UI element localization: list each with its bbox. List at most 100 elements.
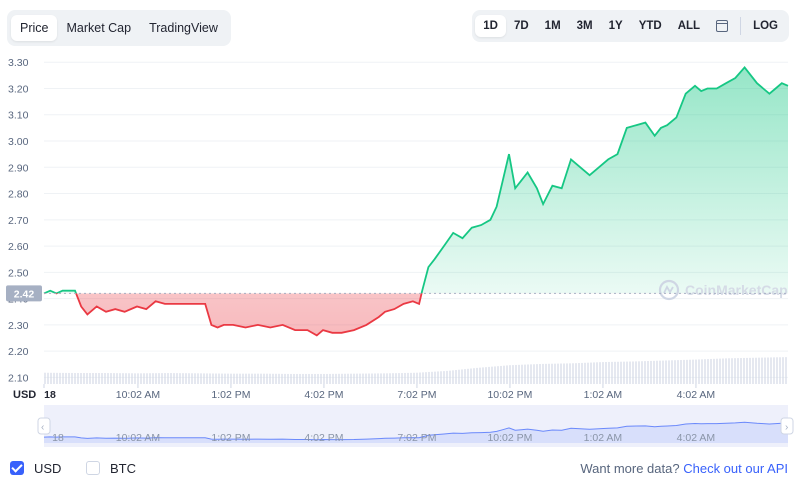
volume-bar	[530, 364, 532, 384]
tab-price[interactable]: Price	[11, 15, 58, 41]
range-7d[interactable]: 7D	[513, 20, 529, 32]
volume-bar	[443, 371, 445, 384]
volume-bar	[764, 357, 766, 384]
range-1y[interactable]: 1Y	[608, 20, 623, 32]
volume-bar	[575, 363, 577, 384]
volume-bar	[692, 359, 694, 384]
volume-bar	[785, 357, 787, 384]
price-line	[43, 65, 789, 337]
tab-market-cap[interactable]: Market Cap	[66, 21, 132, 35]
volume-bar	[260, 373, 262, 384]
volume-bar	[113, 373, 115, 384]
range-all[interactable]: ALL	[677, 20, 701, 32]
volume-bar	[503, 365, 505, 384]
y-tick-label: 2.20	[8, 346, 29, 358]
volume-bar	[599, 362, 601, 384]
volume-bar	[689, 359, 691, 384]
volume-bar	[212, 373, 214, 384]
api-link[interactable]: Check out our API	[683, 461, 788, 476]
volume-bar	[479, 367, 481, 384]
range-1m[interactable]: 1M	[544, 20, 561, 32]
volume-bar	[704, 359, 706, 384]
volume-bar	[524, 364, 526, 384]
navigator-right-handle[interactable]	[780, 417, 794, 435]
volume-bar	[257, 373, 259, 384]
volume-bar	[356, 373, 358, 384]
api-promo-text: Want more data?	[580, 461, 680, 476]
volume-bar	[611, 361, 613, 384]
volume-bar	[290, 373, 292, 384]
volume-bar	[134, 373, 136, 384]
volume-bar	[224, 373, 226, 384]
chevron-right-icon: ›	[785, 422, 788, 433]
y-tick-label: 2.70	[8, 215, 29, 227]
volume-bar	[362, 373, 364, 384]
volume-bar	[92, 373, 94, 384]
volume-bar	[509, 365, 511, 384]
range-1d[interactable]: 1D	[475, 15, 506, 37]
volume-bar	[698, 359, 700, 384]
range-navigator[interactable]: 18 10:02 AM 1:02 PM 4:02 PM 7:02 PM 10:02 PM 1…	[37, 405, 794, 447]
volume-bar	[269, 373, 271, 384]
volume-bar	[335, 373, 337, 384]
volume-bar	[65, 372, 67, 384]
volume-bar	[116, 373, 118, 384]
volume-bar	[245, 373, 247, 384]
navigator-left-handle[interactable]	[37, 417, 51, 435]
volume-bar	[359, 373, 361, 384]
volume-bar	[431, 371, 433, 384]
baseline-marker: 2.42	[6, 285, 788, 302]
volume-bar	[545, 363, 547, 384]
api-promo: Want more data? Check out our API	[580, 461, 788, 476]
navigator-tick-label: 10:02 AM	[116, 432, 160, 444]
volume-bar	[494, 366, 496, 384]
volume-bar	[749, 357, 751, 384]
usd-checkbox[interactable]	[10, 461, 24, 475]
volume-bar	[392, 373, 394, 384]
volume-bar	[497, 366, 499, 384]
volume-bar	[284, 373, 286, 384]
volume-bar	[668, 360, 670, 384]
volume-bar	[743, 357, 745, 384]
volume-bar	[722, 358, 724, 384]
volume-bar	[110, 373, 112, 384]
x-tick-label: 18	[44, 389, 56, 401]
volume-bar	[542, 363, 544, 384]
price-chart[interactable]: 2.102.202.302.402.502.602.702.802.903.00…	[0, 0, 799, 452]
volume-bar	[650, 360, 652, 384]
y-tick-label: 3.10	[8, 110, 29, 122]
volume-bar	[626, 361, 628, 384]
volume-bar	[572, 363, 574, 384]
x-tick-label: 1:02 PM	[211, 389, 250, 401]
volume-bar	[368, 373, 370, 384]
volume-bar	[365, 373, 367, 384]
range-ytd[interactable]: YTD	[638, 20, 662, 32]
volume-bar	[206, 373, 208, 384]
btc-checkbox[interactable]	[86, 461, 100, 475]
volume-bar	[350, 373, 352, 384]
volume-bar	[176, 373, 178, 384]
range-3m[interactable]: 3M	[576, 20, 593, 32]
volume-bar	[203, 373, 205, 384]
log-scale-button[interactable]: LOG	[753, 20, 778, 32]
watermark-text: CoinMarketCap	[685, 282, 788, 298]
navigator-tick-label: 4:02 AM	[677, 432, 716, 444]
date-picker-button[interactable]	[708, 14, 736, 39]
volume-bar	[218, 373, 220, 384]
volume-bar	[56, 372, 58, 384]
volume-bar	[53, 372, 55, 384]
volume-bar	[566, 363, 568, 384]
volume-bar	[596, 362, 598, 384]
x-tick-label: 4:02 AM	[677, 389, 716, 401]
volume-bar	[767, 357, 769, 384]
y-tick-label: 3.20	[8, 83, 29, 95]
volume-bar	[734, 358, 736, 384]
volume-bar	[587, 362, 589, 384]
navigator-series: 18 10:02 AM 1:02 PM 4:02 PM 7:02 PM 10:02 PM 1…	[43, 421, 789, 444]
navigator-tick-label: 1:02 PM	[211, 432, 250, 444]
volume-bar	[590, 362, 592, 384]
volume-bar	[656, 360, 658, 384]
tab-tradingview[interactable]: TradingView	[149, 21, 218, 35]
navigator-tick-label: 18	[52, 432, 64, 444]
volume-bar	[194, 373, 196, 384]
